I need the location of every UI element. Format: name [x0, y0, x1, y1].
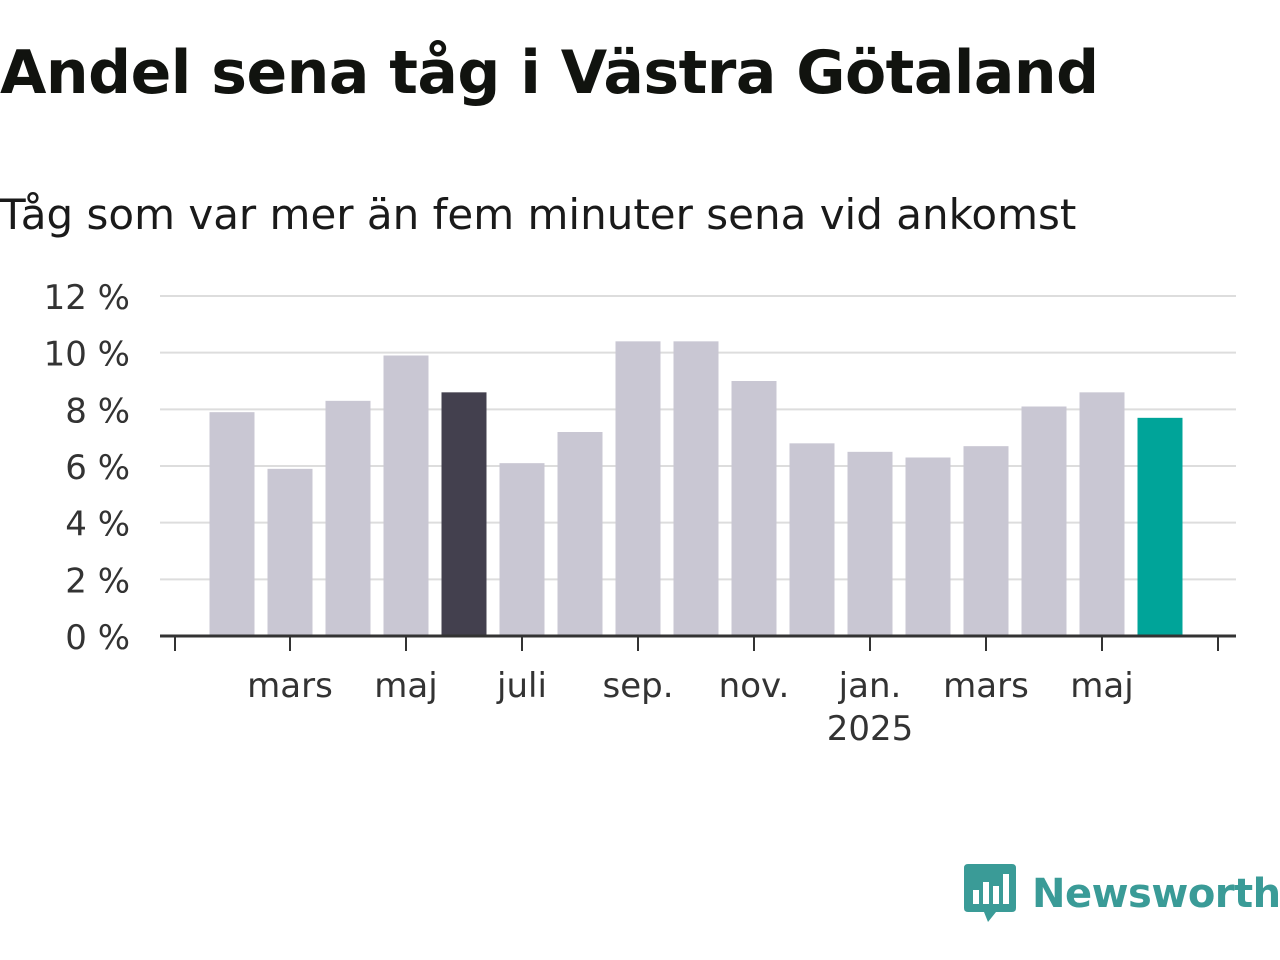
x-tick-label: maj: [1070, 666, 1133, 706]
bar-2025-01: [847, 451, 893, 636]
x-tick-label: sep.: [602, 666, 673, 706]
x-tick-label: mars: [247, 666, 333, 706]
x-tick-year-label: 2025: [827, 709, 914, 749]
bar-2025-04: [1021, 406, 1067, 636]
bar-2024-08: [557, 432, 603, 636]
bar-2025-03: [963, 446, 1009, 636]
bar-2024-04: [325, 400, 371, 636]
bar-2024-10: [673, 341, 719, 636]
bar-2024-11: [731, 381, 777, 636]
y-tick-label: 2 %: [65, 561, 130, 601]
bar-2024-09: [615, 341, 661, 636]
bar-2025-06: [1137, 417, 1183, 636]
y-tick-label: 0 %: [65, 618, 130, 658]
brand-logo: Newsworthy: [964, 864, 1280, 924]
bar-2025-05: [1079, 392, 1125, 636]
chart-subtitle: Tåg som var mer än fem minuter sena vid …: [0, 190, 1077, 239]
x-tick-label: juli: [496, 666, 547, 706]
bar-2024-02: [209, 412, 255, 636]
x-axis-tick-labels: mars maj juli sep. nov. jan.2025 mars maj: [247, 666, 1134, 749]
bars: [209, 341, 1183, 636]
y-tick-label: 10 %: [44, 335, 130, 375]
y-tick-label: 12 %: [44, 278, 130, 318]
x-axis: [160, 634, 1236, 651]
y-tick-label: 6 %: [65, 448, 130, 488]
bar-2024-03: [267, 468, 313, 636]
x-tick-label: maj: [374, 666, 437, 706]
x-tick-label: nov.: [719, 666, 790, 706]
bar-2024-05: [383, 355, 429, 636]
bar-2024-06: [441, 392, 487, 636]
x-tick-label: jan.: [838, 666, 902, 706]
bar-chart-speech-bubble-icon: [964, 864, 1016, 922]
x-tick-label: mars: [943, 666, 1029, 706]
y-tick-label: 4 %: [65, 505, 130, 545]
y-tick-label: 8 %: [65, 391, 130, 431]
bar-2024-07: [499, 463, 545, 636]
y-axis-tick-labels: 0 % 2 % 4 % 6 % 8 % 10 % 12 %: [44, 278, 130, 658]
bar-2025-02: [905, 457, 951, 636]
brand-name: Newsworthy: [1032, 871, 1280, 917]
chart-title: Andel sena tåg i Västra Götaland: [0, 38, 1099, 108]
bar-2024-12: [789, 443, 835, 636]
